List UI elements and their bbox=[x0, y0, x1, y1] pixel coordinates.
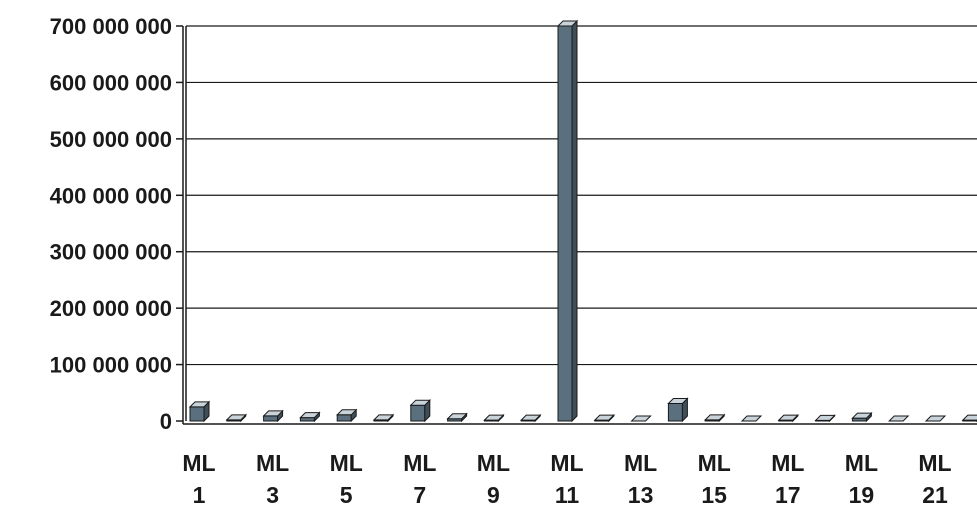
bar-top bbox=[924, 415, 947, 422]
bar bbox=[593, 413, 616, 423]
bar bbox=[188, 400, 211, 423]
x-tick-label-line1: ML bbox=[550, 450, 583, 476]
y-tick-label: 300 000 000 bbox=[50, 240, 172, 265]
bar-top bbox=[556, 20, 579, 27]
y-tick-label: 0 bbox=[160, 409, 172, 434]
x-tick-label-line2: 3 bbox=[266, 482, 279, 506]
bar-top bbox=[225, 414, 248, 421]
gridlines bbox=[176, 25, 977, 422]
bars bbox=[188, 19, 977, 423]
bar-top bbox=[814, 414, 836, 421]
y-tick-label: 400 000 000 bbox=[50, 183, 172, 208]
bar-front bbox=[410, 404, 426, 422]
bar bbox=[814, 414, 836, 423]
bar-front bbox=[299, 417, 315, 422]
bar-top bbox=[299, 412, 321, 419]
bar bbox=[409, 398, 432, 423]
x-tick-label-line1: ML bbox=[182, 450, 215, 476]
bar-front bbox=[667, 403, 683, 422]
x-tick-label-line2: 13 bbox=[628, 482, 654, 506]
bar-top bbox=[703, 414, 726, 421]
x-tick-label-line1: ML bbox=[330, 450, 363, 476]
bar bbox=[777, 413, 800, 423]
bar-top bbox=[335, 409, 358, 416]
bar bbox=[483, 413, 505, 423]
bar-top bbox=[519, 414, 542, 421]
x-tick-label-line1: ML bbox=[918, 450, 951, 476]
bar-top bbox=[777, 414, 800, 421]
x-tick-label-line1: ML bbox=[403, 450, 436, 476]
bar-top bbox=[630, 415, 652, 422]
y-tick-label: 200 000 000 bbox=[50, 296, 172, 321]
bar-front bbox=[189, 406, 205, 422]
x-tick-label-line2: 9 bbox=[487, 482, 500, 506]
bar bbox=[556, 19, 579, 423]
bar bbox=[262, 409, 284, 423]
bar bbox=[519, 413, 542, 423]
bar-top bbox=[372, 414, 395, 421]
x-tick-label-line2: 11 bbox=[555, 482, 580, 506]
bar-front bbox=[263, 415, 279, 422]
y-tick-label: 500 000 000 bbox=[50, 127, 172, 152]
x-tick-label-line1: ML bbox=[845, 450, 878, 476]
bar bbox=[299, 411, 321, 423]
bar-top bbox=[740, 415, 763, 422]
bar-top bbox=[593, 414, 616, 421]
bar bbox=[703, 413, 726, 423]
x-tick-label-line2: 15 bbox=[701, 482, 727, 506]
x-tick-label-line2: 5 bbox=[340, 482, 353, 506]
bar bbox=[630, 415, 652, 422]
x-tick-label-line1: ML bbox=[771, 450, 804, 476]
bar-top bbox=[483, 414, 505, 421]
bar bbox=[740, 415, 763, 422]
bar-side bbox=[571, 19, 578, 423]
bar bbox=[372, 413, 395, 423]
bar bbox=[667, 397, 689, 423]
x-tick-label-line1: ML bbox=[256, 450, 289, 476]
x-tick-label-line2: 7 bbox=[413, 482, 426, 506]
bar bbox=[851, 411, 873, 423]
bar bbox=[924, 415, 947, 422]
x-tick-label-line2: 21 bbox=[922, 482, 948, 506]
x-tick-label-line1: ML bbox=[624, 450, 657, 476]
bar-top bbox=[667, 398, 689, 405]
bar-top bbox=[887, 415, 910, 422]
bar-top bbox=[446, 413, 468, 420]
bar-top bbox=[262, 410, 284, 417]
x-tick-label-line1: ML bbox=[698, 450, 731, 476]
y-tick-label: 700 000 000 bbox=[50, 14, 172, 39]
bar-top bbox=[961, 414, 977, 421]
bar-top bbox=[409, 399, 432, 406]
y-tick-label: 100 000 000 bbox=[50, 353, 172, 378]
axes bbox=[182, 26, 977, 425]
x-tick-label-line2: 19 bbox=[849, 482, 875, 506]
bar bbox=[225, 413, 248, 423]
bar-top bbox=[851, 412, 873, 419]
bar bbox=[887, 415, 910, 422]
x-tick-label-line1: ML bbox=[477, 450, 510, 476]
y-tick-label: 600 000 000 bbox=[50, 70, 172, 95]
bar bbox=[446, 412, 468, 423]
x-tick-label-line2: 1 bbox=[193, 482, 206, 506]
bar bbox=[961, 414, 977, 423]
bar bbox=[335, 408, 358, 423]
bar-front bbox=[557, 25, 573, 422]
x-axis-tick-labels: ML 1 ML 3 ML 5 ML 7 ML 9 ML 11 ML 13 ML 15 ML 17 ML 19 ML 21 bbox=[182, 450, 951, 506]
y-axis-tick-labels: 0 100 000 000 200 000 000 300 000 000 400 00… bbox=[50, 14, 172, 434]
bar-top bbox=[188, 401, 211, 408]
x-tick-label-line2: 17 bbox=[775, 482, 801, 506]
bar-front bbox=[336, 414, 352, 422]
